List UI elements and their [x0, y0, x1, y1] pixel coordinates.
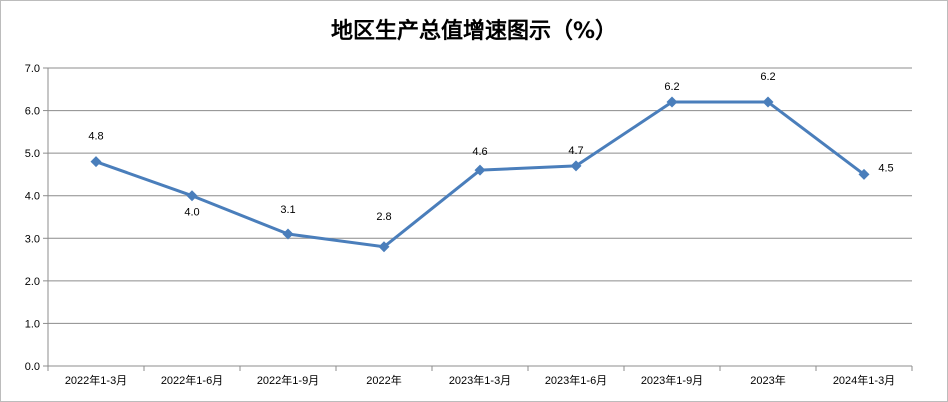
axes: [43, 67, 913, 371]
data-point-marker: [90, 156, 102, 168]
data-label: 2.8: [376, 211, 391, 223]
data-point-marker: [666, 96, 678, 108]
data-labels: 4.8 4.0 3.1 2.8 4.6 4.7 6.2 6.2 4.5: [88, 71, 893, 223]
data-label: 3.1: [280, 204, 295, 216]
chart-title: 地区生产总值增速图示（%）: [331, 18, 617, 44]
data-point-marker: [282, 228, 294, 240]
data-label: 4.6: [472, 146, 487, 158]
x-tick-label: 2024年1-3月: [833, 373, 895, 387]
data-point-marker: [570, 160, 582, 172]
y-tick-label: 2.0: [25, 276, 40, 288]
data-label: 4.7: [568, 145, 583, 157]
y-tick-label: 1.0: [25, 318, 40, 330]
x-tick-label: 2023年: [750, 373, 785, 387]
x-tick-label: 2022年1-3月: [65, 373, 127, 387]
y-tick-label: 3.0: [25, 233, 40, 245]
data-label: 6.2: [664, 81, 679, 93]
x-tick-label: 2022年1-6月: [161, 373, 223, 387]
data-label: 6.2: [760, 71, 775, 83]
x-tick-label: 2023年1-9月: [641, 373, 703, 387]
x-tick-label: 2023年1-6月: [545, 373, 607, 387]
y-tick-label: 4.0: [25, 191, 40, 203]
y-tick-label: 5.0: [25, 148, 40, 160]
data-point-marker: [378, 241, 390, 253]
data-point-marker: [858, 168, 870, 180]
data-point-marker: [474, 164, 486, 176]
data-label: 4.0: [184, 207, 199, 219]
x-tick-label: 2022年: [366, 373, 401, 387]
y-tick-label: 0.0: [25, 361, 40, 373]
x-tick-label: 2022年1-9月: [257, 373, 319, 387]
y-tick-label: 7.0: [25, 63, 40, 75]
x-tick-labels: 2022年1-3月 2022年1-6月 2022年1-9月 2022年 2023年1-3…: [65, 373, 895, 387]
y-tick-label: 6.0: [25, 106, 40, 118]
x-tick-label: 2023年1-3月: [449, 373, 511, 387]
data-label: 4.8: [88, 131, 103, 143]
data-point-marker: [186, 190, 198, 202]
series-markers: [90, 96, 870, 253]
data-label: 4.5: [878, 162, 893, 174]
data-point-marker: [762, 96, 774, 108]
y-tick-labels: 0.0 1.0 2.0 3.0 4.0 5.0 6.0 7.0: [25, 63, 40, 373]
